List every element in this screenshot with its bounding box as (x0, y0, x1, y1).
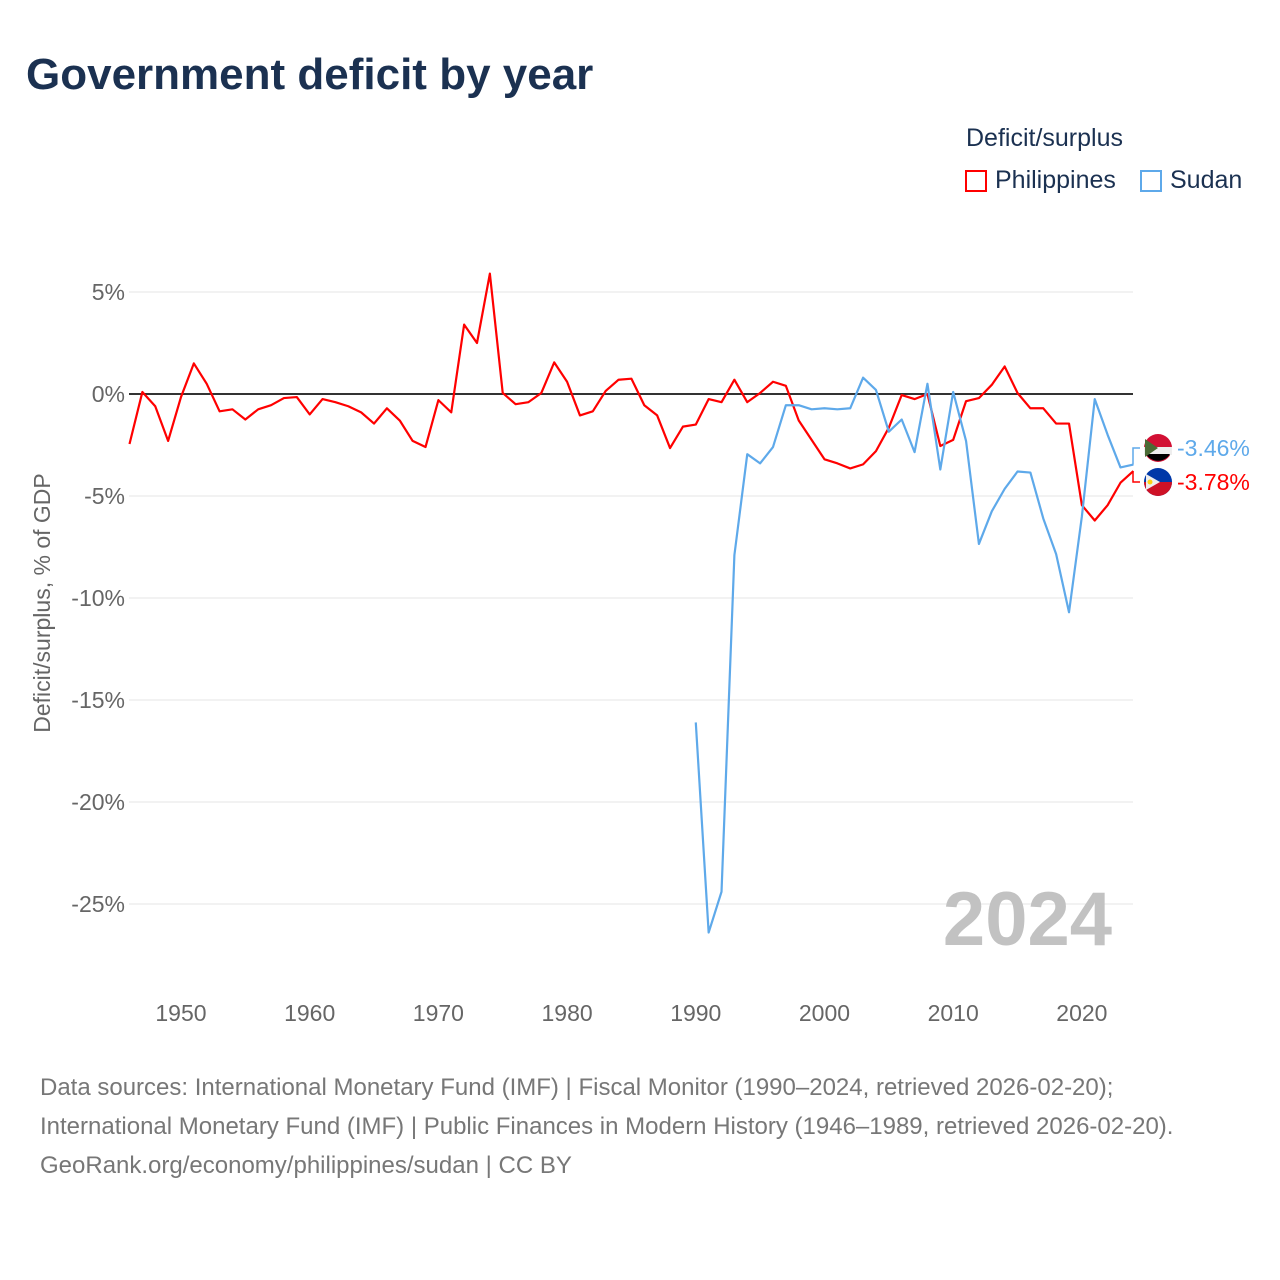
y-tick-label: 5% (92, 279, 125, 305)
legend-title: Deficit/surplus (966, 124, 1123, 152)
y-tick-label: -15% (71, 687, 125, 713)
flag-triangle (1146, 474, 1160, 490)
legend-swatch (965, 169, 987, 192)
credit-link[interactable]: GeoRank.org/economy/philippines/sudan | … (40, 1152, 572, 1179)
y-axis-label: Deficit/surplus, % of GDP (29, 473, 55, 732)
chart-title: Government deficit by year (26, 50, 594, 99)
legend-label: Sudan (1170, 166, 1243, 194)
year-watermark: 2024 (943, 877, 1112, 962)
flag-stripe (1144, 447, 1172, 455)
series-line-philippines (128, 272, 1135, 522)
end-value-label: -3.78% (1177, 469, 1250, 495)
label-connector (1132, 447, 1140, 465)
data-sources: Data sources: International Monetary Fun… (40, 1074, 1174, 1140)
legend-item-sudan[interactable]: Sudan (1140, 166, 1242, 195)
flag-stripe (1146, 454, 1170, 461)
footer: Data sources: International Monetary Fun… (40, 1068, 1240, 1185)
x-tick-label: 2020 (1056, 1000, 1107, 1026)
x-tick-label: 2010 (928, 1000, 979, 1026)
flag-sun (1147, 479, 1153, 485)
y-tick-label: -5% (84, 483, 125, 509)
y-tick-label: -25% (71, 891, 125, 917)
y-tick-label: -20% (71, 789, 125, 815)
x-tick-label: 1950 (155, 1000, 206, 1026)
end-value-label: -3.46% (1177, 435, 1250, 461)
legend-swatch (1140, 169, 1162, 192)
label-connector (1132, 471, 1140, 483)
x-tick-label: 1970 (413, 1000, 464, 1026)
x-tick-label: 1960 (284, 1000, 335, 1026)
legend-label: Philippines (995, 166, 1116, 194)
x-tick-label: 1990 (670, 1000, 721, 1026)
flag-triangle (1145, 439, 1158, 457)
legend-item-philippines[interactable]: Philippines (965, 166, 1116, 195)
y-tick-label: -10% (71, 585, 125, 611)
series-line-sudan (694, 376, 1134, 934)
y-tick-label: 0% (92, 381, 125, 407)
x-tick-label: 2000 (799, 1000, 850, 1026)
x-tick-label: 1980 (541, 1000, 592, 1026)
